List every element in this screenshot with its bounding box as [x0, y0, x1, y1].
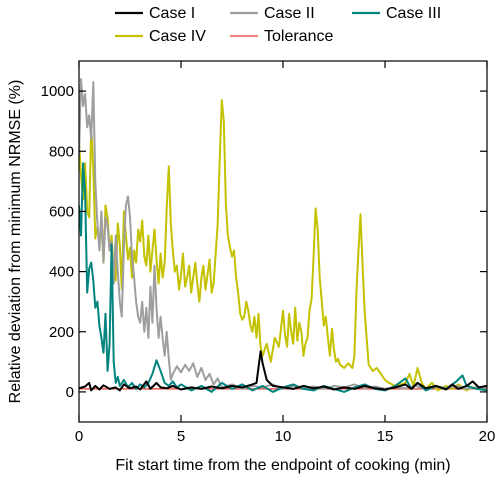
x-tick-label: 5	[177, 428, 185, 445]
legend-item-case-iii: Case III	[352, 5, 441, 22]
legend-item-case-ii: Case II	[230, 5, 315, 22]
y-tick-label: 200	[49, 324, 74, 341]
legend-label: Case IV	[149, 28, 206, 45]
legend: Case I Case II Case III Case IV Tolerance	[115, 5, 441, 45]
x-axis-label: Fit start time from the endpoint of cook…	[115, 457, 450, 474]
legend-label: Case I	[149, 5, 195, 22]
y-tick-label: 600	[49, 203, 74, 220]
x-tick-label: 15	[377, 428, 394, 445]
legend-label: Case III	[386, 5, 441, 22]
x-tick-label: 0	[75, 428, 83, 445]
y-tick-label: 1000	[41, 83, 74, 100]
legend-item-tolerance: Tolerance	[230, 28, 333, 45]
legend-item-case-i: Case I	[115, 5, 195, 22]
plot-lines	[79, 78, 487, 393]
x-tick-label: 10	[275, 428, 292, 445]
y-tick-label: 400	[49, 264, 74, 281]
y-axis-label: Relative deviation from minimum NRMSE (%…	[7, 80, 24, 404]
y-tick-label: 0	[66, 384, 74, 401]
series-line-case-iv	[79, 99, 487, 392]
legend-label: Case II	[264, 5, 315, 22]
legend-item-case-iv: Case IV	[115, 28, 206, 45]
legend-label: Tolerance	[264, 28, 333, 45]
x-tick-label: 20	[479, 428, 496, 445]
series-line-case-iii	[79, 162, 487, 393]
y-tick-label: 800	[49, 143, 74, 160]
series-line-case-i	[79, 350, 487, 392]
